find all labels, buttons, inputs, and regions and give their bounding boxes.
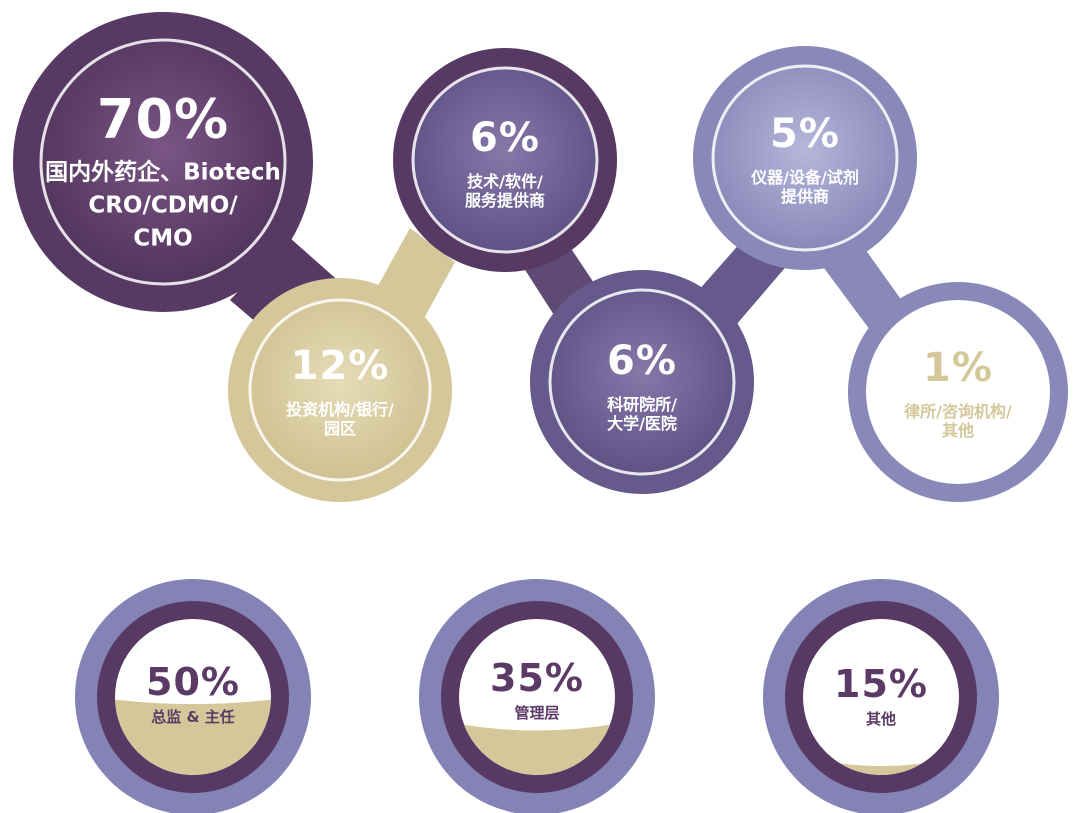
legal-line-2: 其他 [941,421,975,440]
tech-line-1: 技术/软件/ [467,171,543,191]
tech-percent: 6% [470,114,540,161]
investment-label: 12% 投资机构/银行/ 园区 [286,342,394,438]
legal-circle [848,282,1068,502]
pharma-label: 70% 国内外药企、Biotech CRO/CDMO/ CMO [45,88,281,257]
investment-line-2: 园区 [323,419,357,438]
instrument-line-1: 仪器/设备/试剂 [751,167,859,187]
research-line-1: 科研院所/ [607,394,677,414]
pharma-circle [13,12,313,312]
legal-percent: 1% [923,344,993,391]
investment-circle [228,278,452,502]
other-title: 其他 [865,709,896,728]
director-percent: 50% [146,660,240,705]
pharma-line-2: CRO/CDMO/ [88,192,238,219]
research-circle [530,270,754,494]
instrument-circle [693,46,917,270]
pharma-line-1: 国内外药企、Biotech [45,159,281,186]
management-percent: 35% [490,656,584,701]
investment-percent: 12% [290,342,390,389]
instrument-label: 5% 仪器/设备/试剂 提供商 [751,110,859,206]
investment-line-1: 投资机构/银行/ [286,399,394,419]
tech-circle [393,48,617,272]
director-ring [75,579,311,813]
pharma-percent: 70% [96,87,230,151]
legal-line-1: 律所/咨询机构/ [904,401,1012,421]
other-ring [763,579,999,813]
director-label: 50% 总监 & 主任 [146,660,240,726]
research-line-2: 大学/医院 [607,414,677,433]
other-percent: 15% [834,662,928,707]
management-label: 35% 管理层 [490,656,584,722]
pharma-line-3: CMO [133,226,193,253]
other-label: 15% 其他 [834,662,928,728]
research-label: 6% 科研院所/ 大学/医院 [607,337,677,433]
research-percent: 6% [607,337,677,384]
tech-label: 6% 技术/软件/ 服务提供商 [465,114,545,210]
director-title: 总监 & 主任 [151,707,235,726]
tech-line-2: 服务提供商 [464,191,546,210]
director-fill [115,699,271,775]
instrument-percent: 5% [770,110,840,157]
management-title: 管理层 [514,703,560,722]
management-ring [419,579,655,813]
legal-label: 1% 律所/咨询机构/ 其他 [904,344,1012,440]
instrument-line-2: 提供商 [780,187,830,206]
